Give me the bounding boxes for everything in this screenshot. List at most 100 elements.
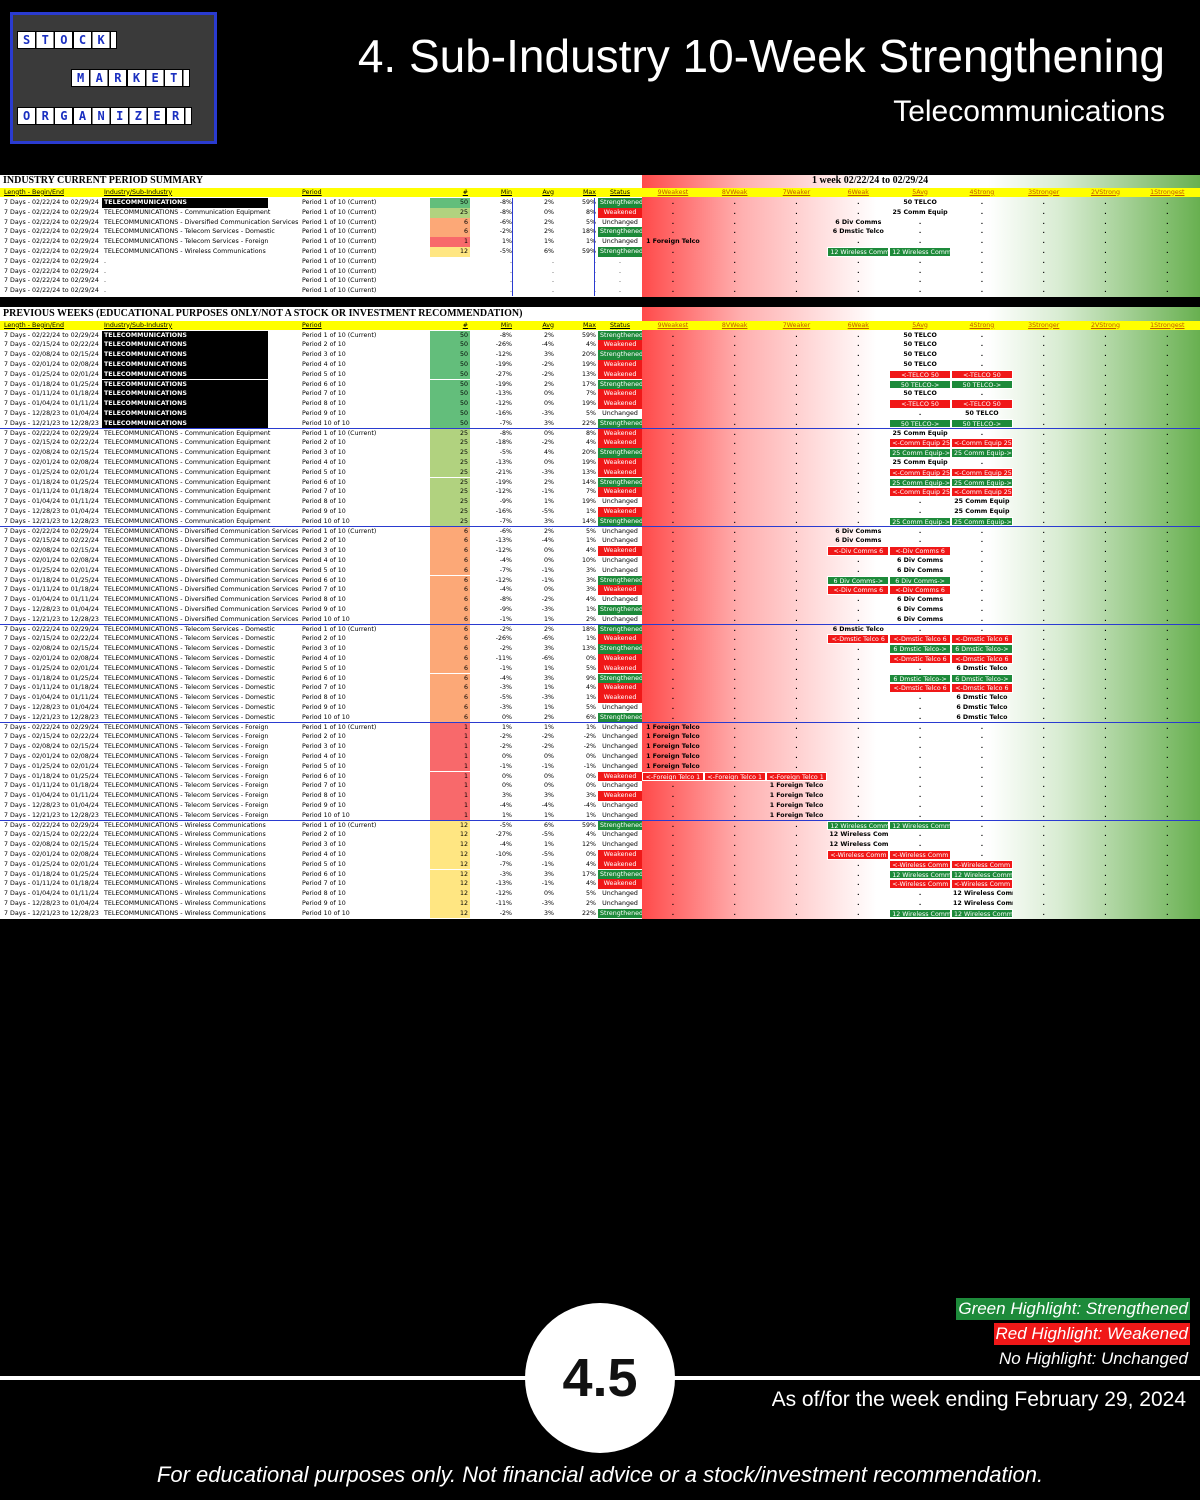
logo-word: STOCK bbox=[17, 31, 118, 49]
table-cell: 12 Wireless Comm bbox=[953, 890, 1013, 898]
table-cell: . bbox=[1166, 821, 1169, 829]
table-cell: 7 Days - 02/08/24 to 02/15/24 bbox=[4, 743, 99, 751]
table-cell: . bbox=[980, 811, 984, 819]
table-cell: . bbox=[1042, 654, 1045, 662]
table-cell: . bbox=[671, 576, 675, 584]
table-cell: TELECOMMUNICATIONS bbox=[102, 418, 268, 429]
table-cell: . bbox=[671, 370, 675, 378]
table-cell: TELECOMMUNICATIONS - Wireless Communicat… bbox=[104, 870, 266, 878]
table-cell: Period 10 of 10 bbox=[302, 419, 350, 427]
table-cell: 12 bbox=[430, 908, 470, 919]
table-cell: Unchanged bbox=[602, 615, 638, 623]
table-cell: . bbox=[795, 468, 798, 476]
table-cell: 1 bbox=[430, 761, 470, 772]
table-cell: . bbox=[733, 870, 736, 878]
table-cell: 1 Foreign Telco bbox=[646, 743, 700, 751]
table-cell: . bbox=[1166, 360, 1169, 368]
data-table: INDUSTRY CURRENT PERIOD SUMMARY 1 week 02… bbox=[0, 175, 1200, 919]
group-divider bbox=[0, 820, 1200, 821]
column-header: # bbox=[462, 321, 468, 329]
table-cell: <-TELCO 50 bbox=[889, 399, 951, 409]
table-cell: TELECOMMUNICATIONS - Communication Equip… bbox=[104, 449, 271, 457]
table-cell: Weakened bbox=[598, 653, 642, 664]
table-cell: . bbox=[980, 841, 984, 849]
table-cell: 7 Days - 01/04/24 to 01/11/24 bbox=[4, 890, 99, 898]
table-cell: . bbox=[980, 625, 984, 633]
table-cell: 1 Foreign Telco bbox=[646, 752, 700, 760]
table-cell: Unchanged bbox=[602, 733, 638, 741]
table-cell: 1 Foreign Telco bbox=[646, 733, 700, 741]
table-cell: Period 2 of 10 bbox=[302, 341, 346, 349]
table-cell: . bbox=[551, 287, 554, 295]
table-cell: . bbox=[918, 507, 922, 515]
table-cell: . bbox=[671, 625, 675, 633]
table-cell: 6 bbox=[430, 653, 470, 664]
table-cell: . bbox=[1104, 850, 1107, 858]
table-cell: . bbox=[618, 277, 621, 285]
table-cell: Weakened bbox=[598, 438, 642, 449]
table-cell: . bbox=[980, 850, 984, 858]
table-cell: 1% bbox=[544, 703, 554, 711]
column-header: 4Strong bbox=[969, 321, 995, 329]
table-cell: . bbox=[918, 841, 922, 849]
table-cell: . bbox=[857, 605, 860, 613]
table-cell: TELECOMMUNICATIONS - Telecom Services - … bbox=[104, 792, 269, 800]
table-cell: Period 3 of 10 bbox=[302, 449, 346, 457]
table-cell: . bbox=[795, 380, 798, 388]
table-cell: Period 6 of 10 bbox=[302, 380, 346, 388]
table-cell: -8% bbox=[499, 199, 512, 206]
table-cell: 12 Wireless Comm-> bbox=[827, 820, 890, 831]
table-cell: . bbox=[1104, 331, 1107, 339]
table-cell: . bbox=[980, 287, 984, 295]
table-cell: <-Dmstic Telco 6 bbox=[889, 634, 951, 645]
table-cell: <-Comm Equip 25 bbox=[951, 467, 1013, 478]
table-cell: . bbox=[733, 664, 736, 672]
table-cell: . bbox=[1042, 400, 1045, 408]
table-cell: . bbox=[733, 586, 736, 594]
table-cell: . bbox=[1166, 537, 1169, 545]
table-cell: 0% bbox=[586, 654, 596, 662]
table-cell: . bbox=[1166, 586, 1169, 594]
table-cell: 6 Div Comms bbox=[835, 527, 882, 535]
table-cell: 7 Days - 01/11/24 to 01/18/24 bbox=[4, 488, 99, 496]
table-cell: Unchanged bbox=[602, 841, 638, 849]
table-cell: . bbox=[1104, 625, 1107, 633]
table-cell: 3% bbox=[544, 792, 554, 800]
table-cell: . bbox=[795, 537, 798, 545]
table-cell: 50 bbox=[430, 418, 470, 429]
table-cell: . bbox=[733, 703, 736, 711]
table-cell: Period 7 of 10 bbox=[302, 684, 346, 692]
table-cell: -3% bbox=[541, 468, 554, 476]
table-cell: 7 Days - 01/11/24 to 01/18/24 bbox=[4, 880, 99, 888]
table-cell: 25 bbox=[430, 516, 470, 527]
table-cell: -1% bbox=[583, 762, 596, 770]
table-cell: . bbox=[980, 762, 984, 770]
table-cell: -6% bbox=[541, 654, 554, 662]
table-cell: 3% bbox=[544, 517, 554, 525]
table-cell: . bbox=[795, 762, 798, 770]
table-cell: 7 Days - 02/15/24 to 02/22/24 bbox=[4, 537, 99, 545]
column-header: Length - Begin/End bbox=[4, 188, 65, 196]
table-cell: 6 bbox=[430, 673, 470, 684]
table-cell: 6 bbox=[430, 693, 470, 703]
table-cell: 25 bbox=[430, 207, 470, 218]
table-cell: . bbox=[918, 752, 922, 760]
table-cell: . bbox=[857, 899, 860, 907]
table-cell: 1 bbox=[430, 742, 470, 752]
table-cell: Period 1 of 10 (Current) bbox=[302, 429, 377, 437]
table-cell: 2% bbox=[544, 478, 554, 486]
table-cell: . bbox=[733, 811, 736, 819]
table-cell: . bbox=[1166, 654, 1169, 662]
table-cell: . bbox=[1166, 566, 1169, 574]
table-cell: 25 Comm Equip bbox=[892, 458, 948, 466]
section-title: PREVIOUS WEEKS (EDUCATIONAL PURPOSES ONL… bbox=[3, 308, 523, 319]
page-subtitle: Telecommunications bbox=[893, 95, 1165, 128]
table-cell: -4% bbox=[499, 586, 512, 594]
table-cell: 1 bbox=[430, 771, 470, 782]
table-cell: . bbox=[795, 586, 798, 594]
table-cell: . bbox=[733, 841, 736, 849]
table-cell: . bbox=[733, 880, 736, 888]
table-cell: . bbox=[795, 684, 798, 692]
table-cell: . bbox=[857, 772, 860, 780]
